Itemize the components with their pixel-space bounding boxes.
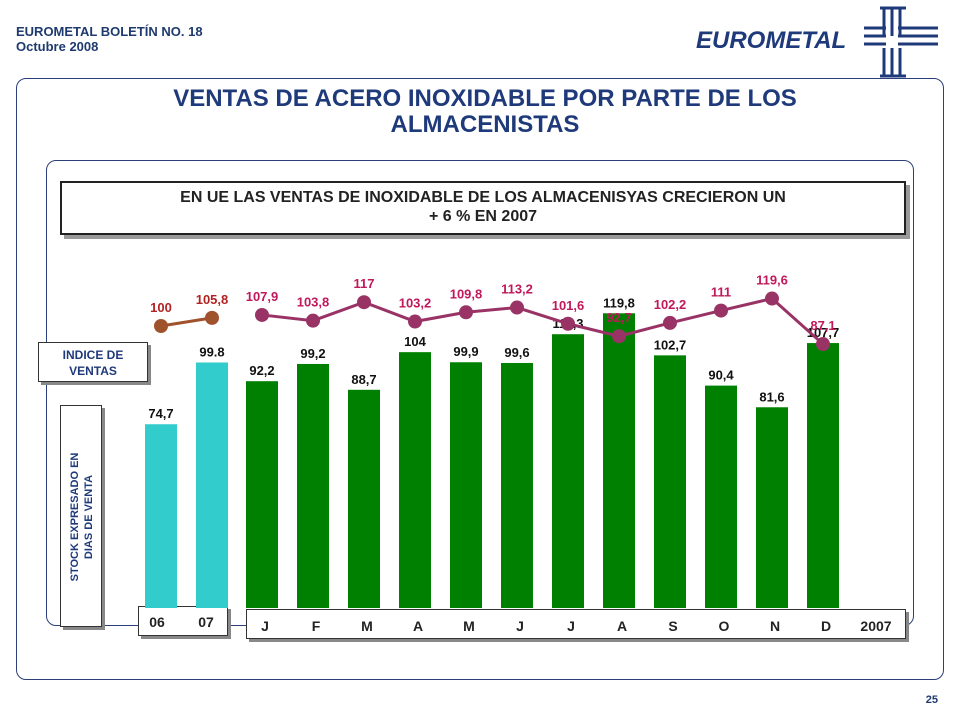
annual-index-line [160, 316, 213, 328]
line-label-4: 117 [354, 276, 375, 291]
bar-label-3: 99,2 [300, 346, 325, 361]
bulletin-title: EUROMETAL BOLETÍN NO. 18 [16, 24, 203, 39]
x-tick-8: J [567, 618, 575, 634]
line-label-6: 109,8 [450, 286, 483, 301]
x-tick-6: M [463, 618, 475, 634]
x-tick-2: J [261, 618, 269, 634]
bulletin-date: Octubre 2008 [16, 39, 99, 54]
bar-11 [705, 385, 737, 608]
line-point-8 [561, 316, 575, 331]
line-label-13: 87,1 [810, 318, 835, 333]
page-title-line-2: ALMACENISTAS [390, 111, 580, 138]
page-title: VENTAS DE ACERO INOXIDABLE POR PARTE DE … [60, 86, 910, 138]
line-point-4 [357, 295, 371, 310]
bar-label-4: 88,7 [351, 372, 376, 387]
line-point-11 [714, 303, 728, 318]
line-point-13 [816, 337, 830, 352]
index-label: INDICE DE VENTAS [62, 348, 124, 378]
x-tick-0: 06 [149, 614, 165, 630]
x-tick-10: S [668, 618, 678, 634]
x-tick-11: O [718, 618, 730, 634]
bar-12 [756, 407, 788, 608]
x-tick-12: N [769, 618, 781, 634]
outer-frame [16, 78, 944, 680]
line-label-0: 100 [150, 300, 172, 315]
x-tick-7: J [516, 618, 524, 634]
bar-label-12: 81,6 [759, 389, 784, 404]
line-point-1 [205, 310, 219, 325]
line-point-10 [663, 315, 677, 330]
line-label-12: 119,6 [756, 273, 788, 288]
line-point-12 [765, 291, 779, 306]
bar-label-0: 74,7 [148, 406, 173, 421]
bar-8 [552, 334, 584, 608]
eurometal-logo: EUROMETAL [696, 6, 938, 78]
line-label-8: 101,6 [552, 298, 585, 313]
bar-label-10: 102,7 [654, 337, 687, 352]
index-label-box: INDICE DE VENTAS [38, 342, 148, 382]
annual-axis-box [138, 606, 228, 636]
bar-5 [399, 352, 431, 608]
bar-0 [145, 424, 177, 608]
x-tick-year: 2007 [860, 618, 892, 634]
line-point-2 [255, 307, 269, 322]
line-point-6 [459, 305, 473, 320]
line-label-3: 103,8 [297, 295, 330, 310]
bulletin-header: EUROMETAL BOLETÍN NO. 18 Octubre 2008 [16, 24, 203, 54]
stock-label-box: STOCK EXPRESADO EN DIAS DE VENTA [60, 405, 102, 627]
monthly-index-line [261, 296, 824, 346]
x-tick-3: F [311, 618, 321, 634]
bar-label-9: 119,8 [603, 295, 635, 310]
bar-2 [246, 381, 278, 608]
bar-7 [501, 362, 533, 608]
logo-text: EUROMETAL [696, 27, 846, 54]
month-axis-box [246, 609, 906, 639]
line-label-2: 107,9 [246, 289, 279, 304]
line-point-3 [306, 313, 320, 328]
page-title-line-1: VENTAS DE ACERO INOXIDABLE POR PARTE DE … [173, 85, 797, 112]
bar-label-1: 99.8 [199, 344, 224, 359]
x-tick-4: M [361, 618, 373, 634]
line-label-7: 113,2 [501, 282, 533, 297]
bar-1 [196, 362, 228, 608]
line-point-7 [510, 300, 524, 315]
x-tick-1: 07 [198, 614, 214, 630]
x-tick-5: A [412, 618, 424, 634]
line-label-1: 105,8 [196, 292, 229, 307]
bar-3 [297, 363, 329, 608]
line-point-5 [408, 314, 422, 329]
bar-13 [807, 343, 839, 608]
headline-line-2: + 6 % EN 2007 [428, 208, 538, 225]
bar-9 [603, 313, 635, 608]
bar-label-7: 99,6 [504, 345, 529, 360]
bar-label-6: 99,9 [453, 344, 478, 359]
bar-label-5: 104 [404, 334, 426, 349]
x-tick-13: D [820, 618, 832, 634]
bar-4 [348, 389, 380, 608]
x-tick-9: A [616, 618, 628, 634]
line-point-0 [154, 319, 168, 333]
logo-cross-icon [864, 6, 938, 78]
line-label-11: 111 [711, 285, 731, 300]
line-label-10: 102,2 [654, 297, 687, 312]
line-label-5: 103,2 [399, 296, 432, 311]
headline-box: EN UE LAS VENTAS DE INOXIDABLE DE LOS AL… [60, 181, 906, 235]
bar-10 [654, 355, 686, 608]
bar-label-2: 92,2 [249, 363, 274, 378]
line-label-9: 92,7 [606, 310, 631, 325]
page-number: 25 [925, 694, 938, 706]
headline-line-1: EN UE LAS VENTAS DE INOXIDABLE DE LOS AL… [180, 189, 786, 206]
bar-6 [450, 362, 482, 608]
line-point-9 [612, 329, 626, 344]
bar-label-11: 90,4 [708, 368, 734, 383]
